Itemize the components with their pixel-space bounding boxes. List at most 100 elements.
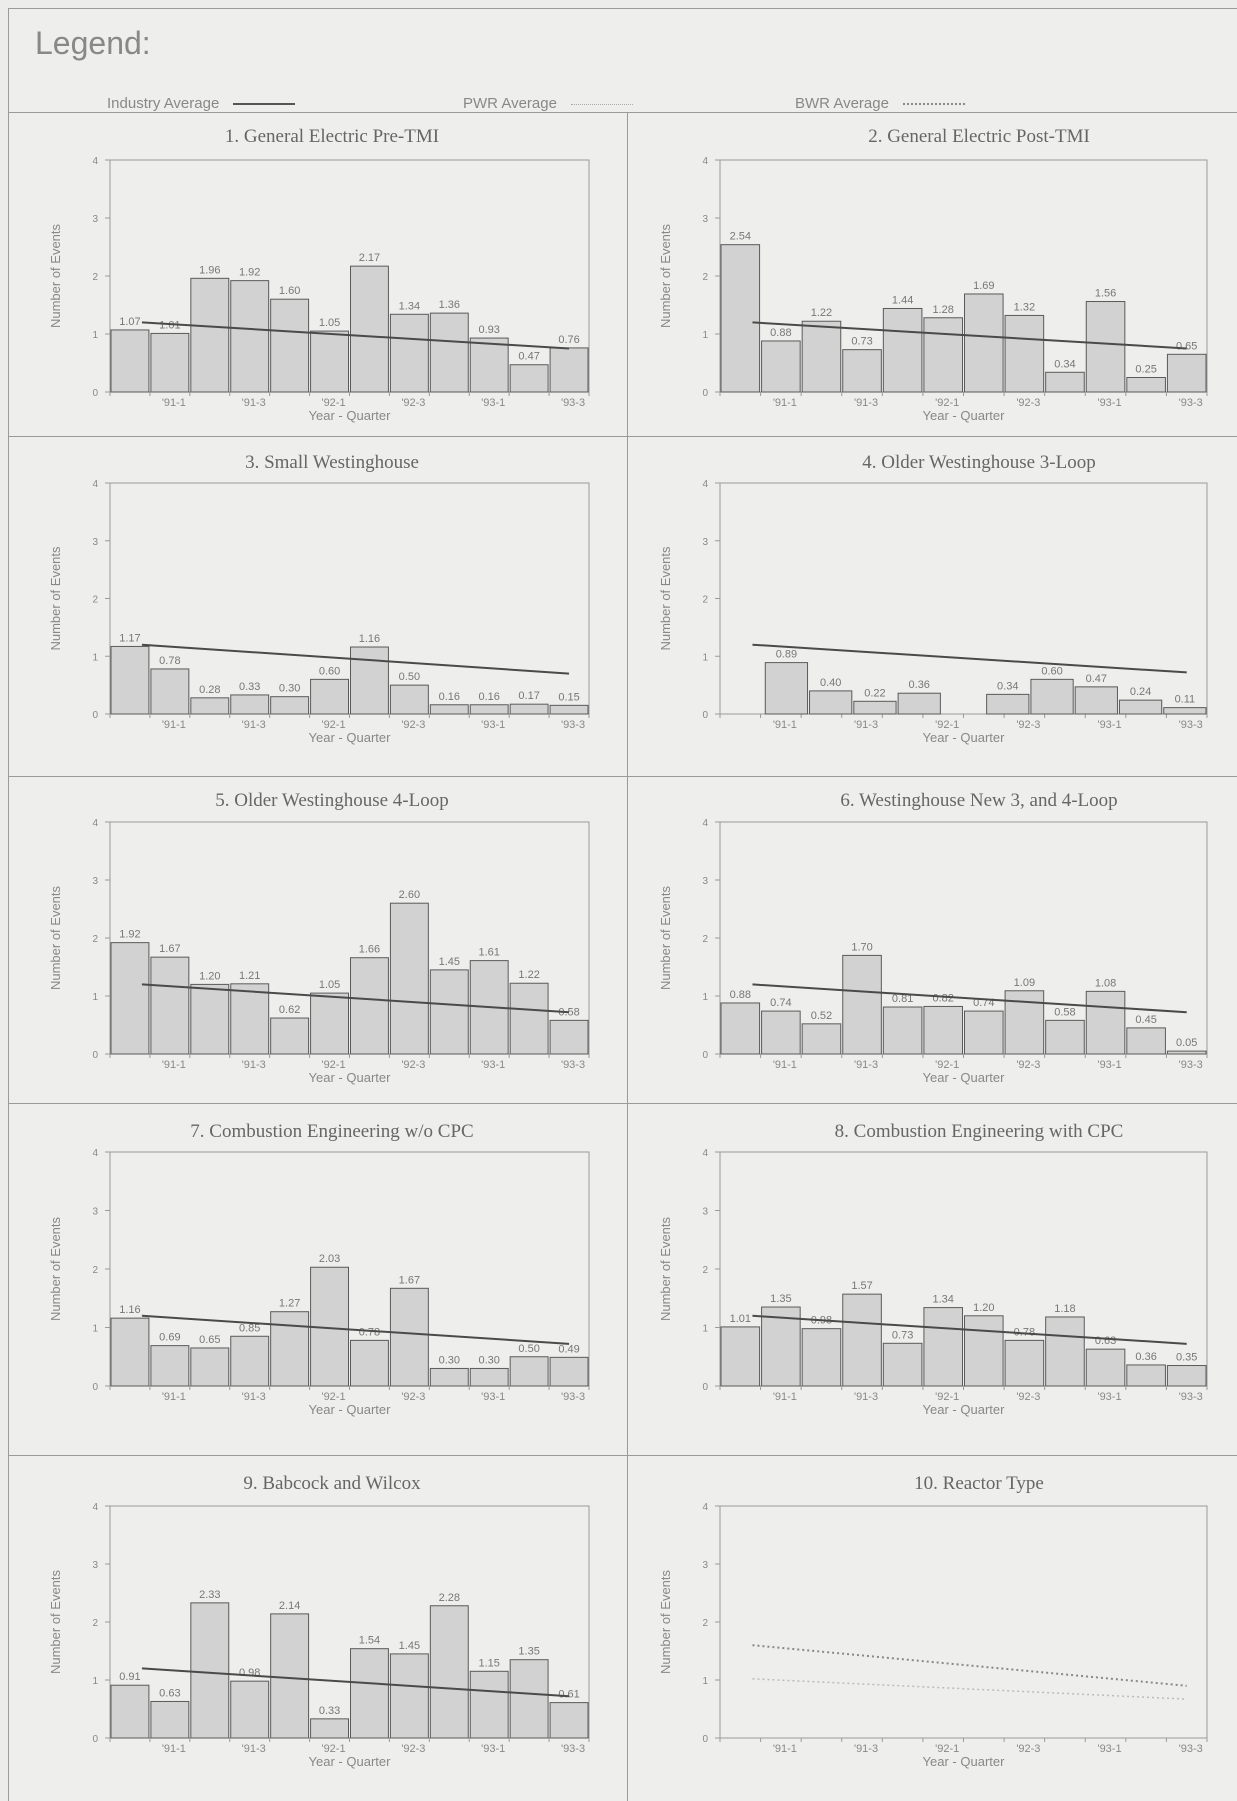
chart-panel-1: 1. General Electric Pre-TMI 0 1 2 3 4 Number o… — [48, 126, 590, 423]
bar-value-label: 1.20 — [199, 970, 220, 982]
x-tick-label: '92-3 — [1016, 1743, 1040, 1755]
bar-value-label: 1.57 — [851, 1280, 872, 1292]
industry-average-line — [752, 983, 1187, 1014]
bar — [801, 1023, 842, 1055]
bar — [549, 1019, 589, 1055]
bar — [1166, 1365, 1207, 1387]
bar — [923, 1307, 964, 1387]
x-tick-label: '93-1 — [481, 1743, 505, 1755]
bar-value-label: 0.24 — [1130, 686, 1151, 698]
bar — [110, 1684, 150, 1739]
bar — [350, 957, 389, 1055]
bar — [429, 312, 469, 393]
bar-value-label: 1.32 — [1014, 301, 1035, 313]
bar — [429, 1605, 469, 1739]
bar — [429, 704, 469, 715]
bar-value-label: 1.22 — [811, 307, 832, 319]
x-axis-label: Year - Quarter — [309, 1754, 392, 1769]
x-tick-label: '92-3 — [401, 1059, 425, 1071]
bar-value-label: 0.65 — [1176, 340, 1197, 352]
x-tick-label: '91-3 — [854, 719, 878, 731]
y-tick-label: 2 — [92, 272, 98, 283]
x-tick-label: '92-1 — [935, 397, 959, 409]
bar-value-label: 0.52 — [811, 1010, 832, 1022]
x-tick-label: '93-1 — [1097, 1391, 1121, 1403]
bar-value-label: 0.74 — [770, 997, 791, 1009]
chart-panel-10: 10. Reactor Type 0 1 2 3 4 Number of Events '91… — [658, 1473, 1208, 1769]
x-tick-label: '93-3 — [561, 1391, 585, 1403]
bar-value-label: 0.33 — [319, 1705, 340, 1717]
x-tick-label: '93-1 — [1097, 719, 1121, 731]
bar-value-label: 0.58 — [558, 1006, 579, 1018]
divider-row-3 — [8, 1103, 1237, 1104]
y-axis-label: Number of Events — [48, 223, 63, 328]
bar — [1074, 686, 1118, 715]
x-tick-label: '93-1 — [481, 1391, 505, 1403]
bar — [1004, 1339, 1045, 1387]
bwr-average-line — [752, 1644, 1187, 1687]
bar-value-label: 1.67 — [159, 943, 180, 955]
y-axis-label: Number of Events — [658, 223, 673, 328]
y-tick-label: 1 — [92, 1324, 98, 1335]
plot-area — [719, 1505, 1208, 1739]
bar-value-label: 1.60 — [279, 285, 300, 297]
y-tick-label: 1 — [702, 330, 708, 341]
bar — [469, 1670, 509, 1739]
x-tick-label: '92-3 — [1016, 1391, 1040, 1403]
y-tick-label: 0 — [92, 710, 98, 721]
y-axis-label: Number of Events — [658, 1569, 673, 1674]
x-tick-label: '91-3 — [854, 397, 878, 409]
bar — [549, 347, 589, 393]
bar-value-label: 1.01 — [730, 1313, 751, 1325]
chart-title: 2. General Electric Post-TMI — [868, 126, 1090, 147]
chart-panel-8: 8. Combustion Engineering with CPC 0 1 2 3 4 N… — [658, 1121, 1208, 1417]
x-tick-label: '93-3 — [1179, 719, 1203, 731]
bar-value-label: 1.66 — [359, 944, 380, 956]
y-tick-label: 0 — [702, 1050, 708, 1061]
bar-value-label: 1.35 — [518, 1646, 539, 1658]
bar-value-label: 0.58 — [1054, 1006, 1075, 1018]
bar-value-label: 0.61 — [558, 1689, 579, 1701]
y-tick-label: 3 — [92, 1207, 98, 1218]
bar — [986, 693, 1030, 715]
bar — [509, 1659, 549, 1739]
bar-value-label: 0.15 — [558, 691, 579, 703]
x-axis-label: Year - Quarter — [309, 408, 392, 423]
bar-value-label: 1.92 — [239, 267, 260, 279]
x-axis-label: Year - Quarter — [923, 1754, 1006, 1769]
y-tick-label: 3 — [702, 214, 708, 225]
bar — [764, 662, 809, 715]
bar-value-label: 0.35 — [1176, 1352, 1197, 1364]
bar-value-label: 0.16 — [439, 691, 460, 703]
bar — [1085, 301, 1126, 393]
x-tick-label: '91-3 — [242, 1391, 266, 1403]
bar-value-label: 1.22 — [518, 969, 539, 981]
bar-value-label: 0.30 — [478, 1354, 499, 1366]
x-tick-label: '93-3 — [1179, 1743, 1203, 1755]
bar-value-label: 1.16 — [359, 633, 380, 645]
bar — [1085, 990, 1126, 1055]
bar — [429, 969, 469, 1055]
x-tick-label: '92-1 — [935, 1743, 959, 1755]
bar-value-label: 0.60 — [319, 665, 340, 677]
x-tick-label: '93-3 — [561, 1743, 585, 1755]
bar — [389, 1287, 429, 1387]
y-tick-label: 4 — [702, 479, 708, 490]
bar — [761, 340, 801, 393]
y-tick-label: 2 — [92, 934, 98, 945]
legend-label-pwr: PWR Average — [463, 95, 557, 112]
bar-value-label: 0.98 — [239, 1667, 260, 1679]
x-axis-label: Year - Quarter — [309, 1402, 392, 1417]
bar — [310, 992, 350, 1055]
chart-title: 7. Combustion Engineering w/o CPC — [190, 1121, 473, 1142]
bar — [720, 244, 761, 393]
bar — [720, 1326, 761, 1387]
y-tick-label: 2 — [702, 1265, 708, 1276]
chart-title: 8. Combustion Engineering with CPC — [835, 1121, 1124, 1142]
bar — [809, 690, 853, 715]
y-tick-label: 3 — [92, 876, 98, 887]
chart-panel-4: 4. Older Westinghouse 3-Loop 0 1 2 3 4 Number … — [658, 452, 1208, 745]
bar — [1163, 707, 1207, 715]
bar-value-label: 1.36 — [439, 299, 460, 311]
